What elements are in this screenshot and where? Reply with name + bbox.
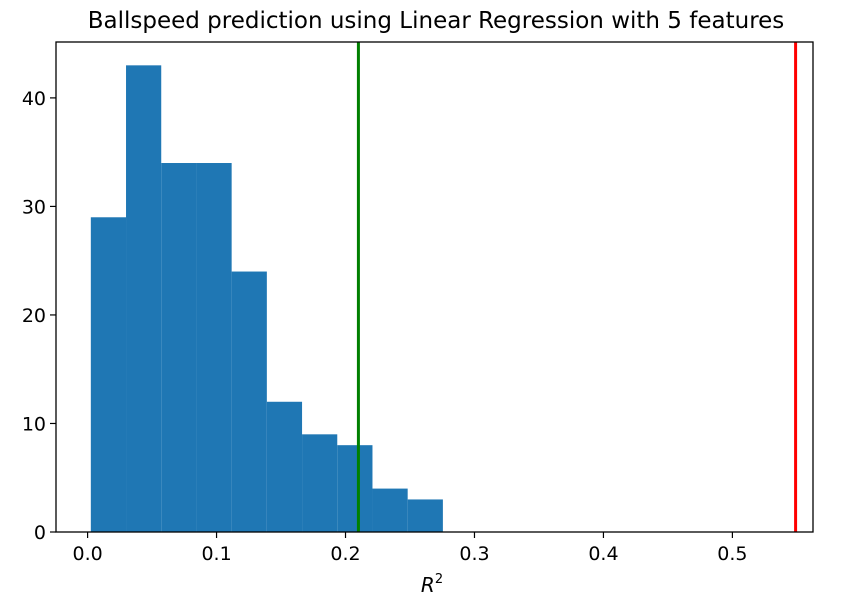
x-tick-label: 0.3 (459, 543, 489, 565)
y-tick-label: 30 (22, 196, 46, 218)
x-axis-label-base: R (421, 573, 435, 597)
histogram-bar (90, 217, 127, 533)
histogram-bar (126, 65, 162, 532)
histogram-bar (196, 163, 232, 532)
histogram-bar (266, 401, 303, 532)
histogram-bar (407, 499, 443, 532)
histogram-bar (231, 271, 267, 532)
histogram-bar (372, 488, 408, 532)
y-tick-label: 20 (22, 305, 46, 327)
x-tick-label: 0.2 (330, 543, 360, 565)
x-axis-label-superscript: 2 (435, 572, 443, 587)
plot-frame (55, 41, 814, 533)
histogram-bar (337, 445, 373, 532)
histogram-bars (90, 65, 443, 533)
y-tick-label: 40 (22, 88, 46, 110)
x-tick-label: 0.4 (588, 543, 618, 565)
x-tick-label: 0.5 (717, 543, 747, 565)
x-axis-label: R2 (421, 572, 443, 597)
axis-ticks: 0.0 0.1 0.2 0.3 0.4 0.5 0 10 20 30 40 (22, 88, 748, 565)
x-tick-label: 0.1 (201, 543, 231, 565)
chart-title: Ballspeed prediction using Linear Regres… (88, 8, 785, 34)
reference-lines (356, 42, 798, 532)
y-tick-label: 0 (34, 522, 46, 544)
x-tick-label: 0.0 (72, 543, 102, 565)
y-tick-label: 10 (22, 413, 46, 435)
histogram-bar (302, 434, 338, 532)
histogram-bar (161, 163, 197, 532)
